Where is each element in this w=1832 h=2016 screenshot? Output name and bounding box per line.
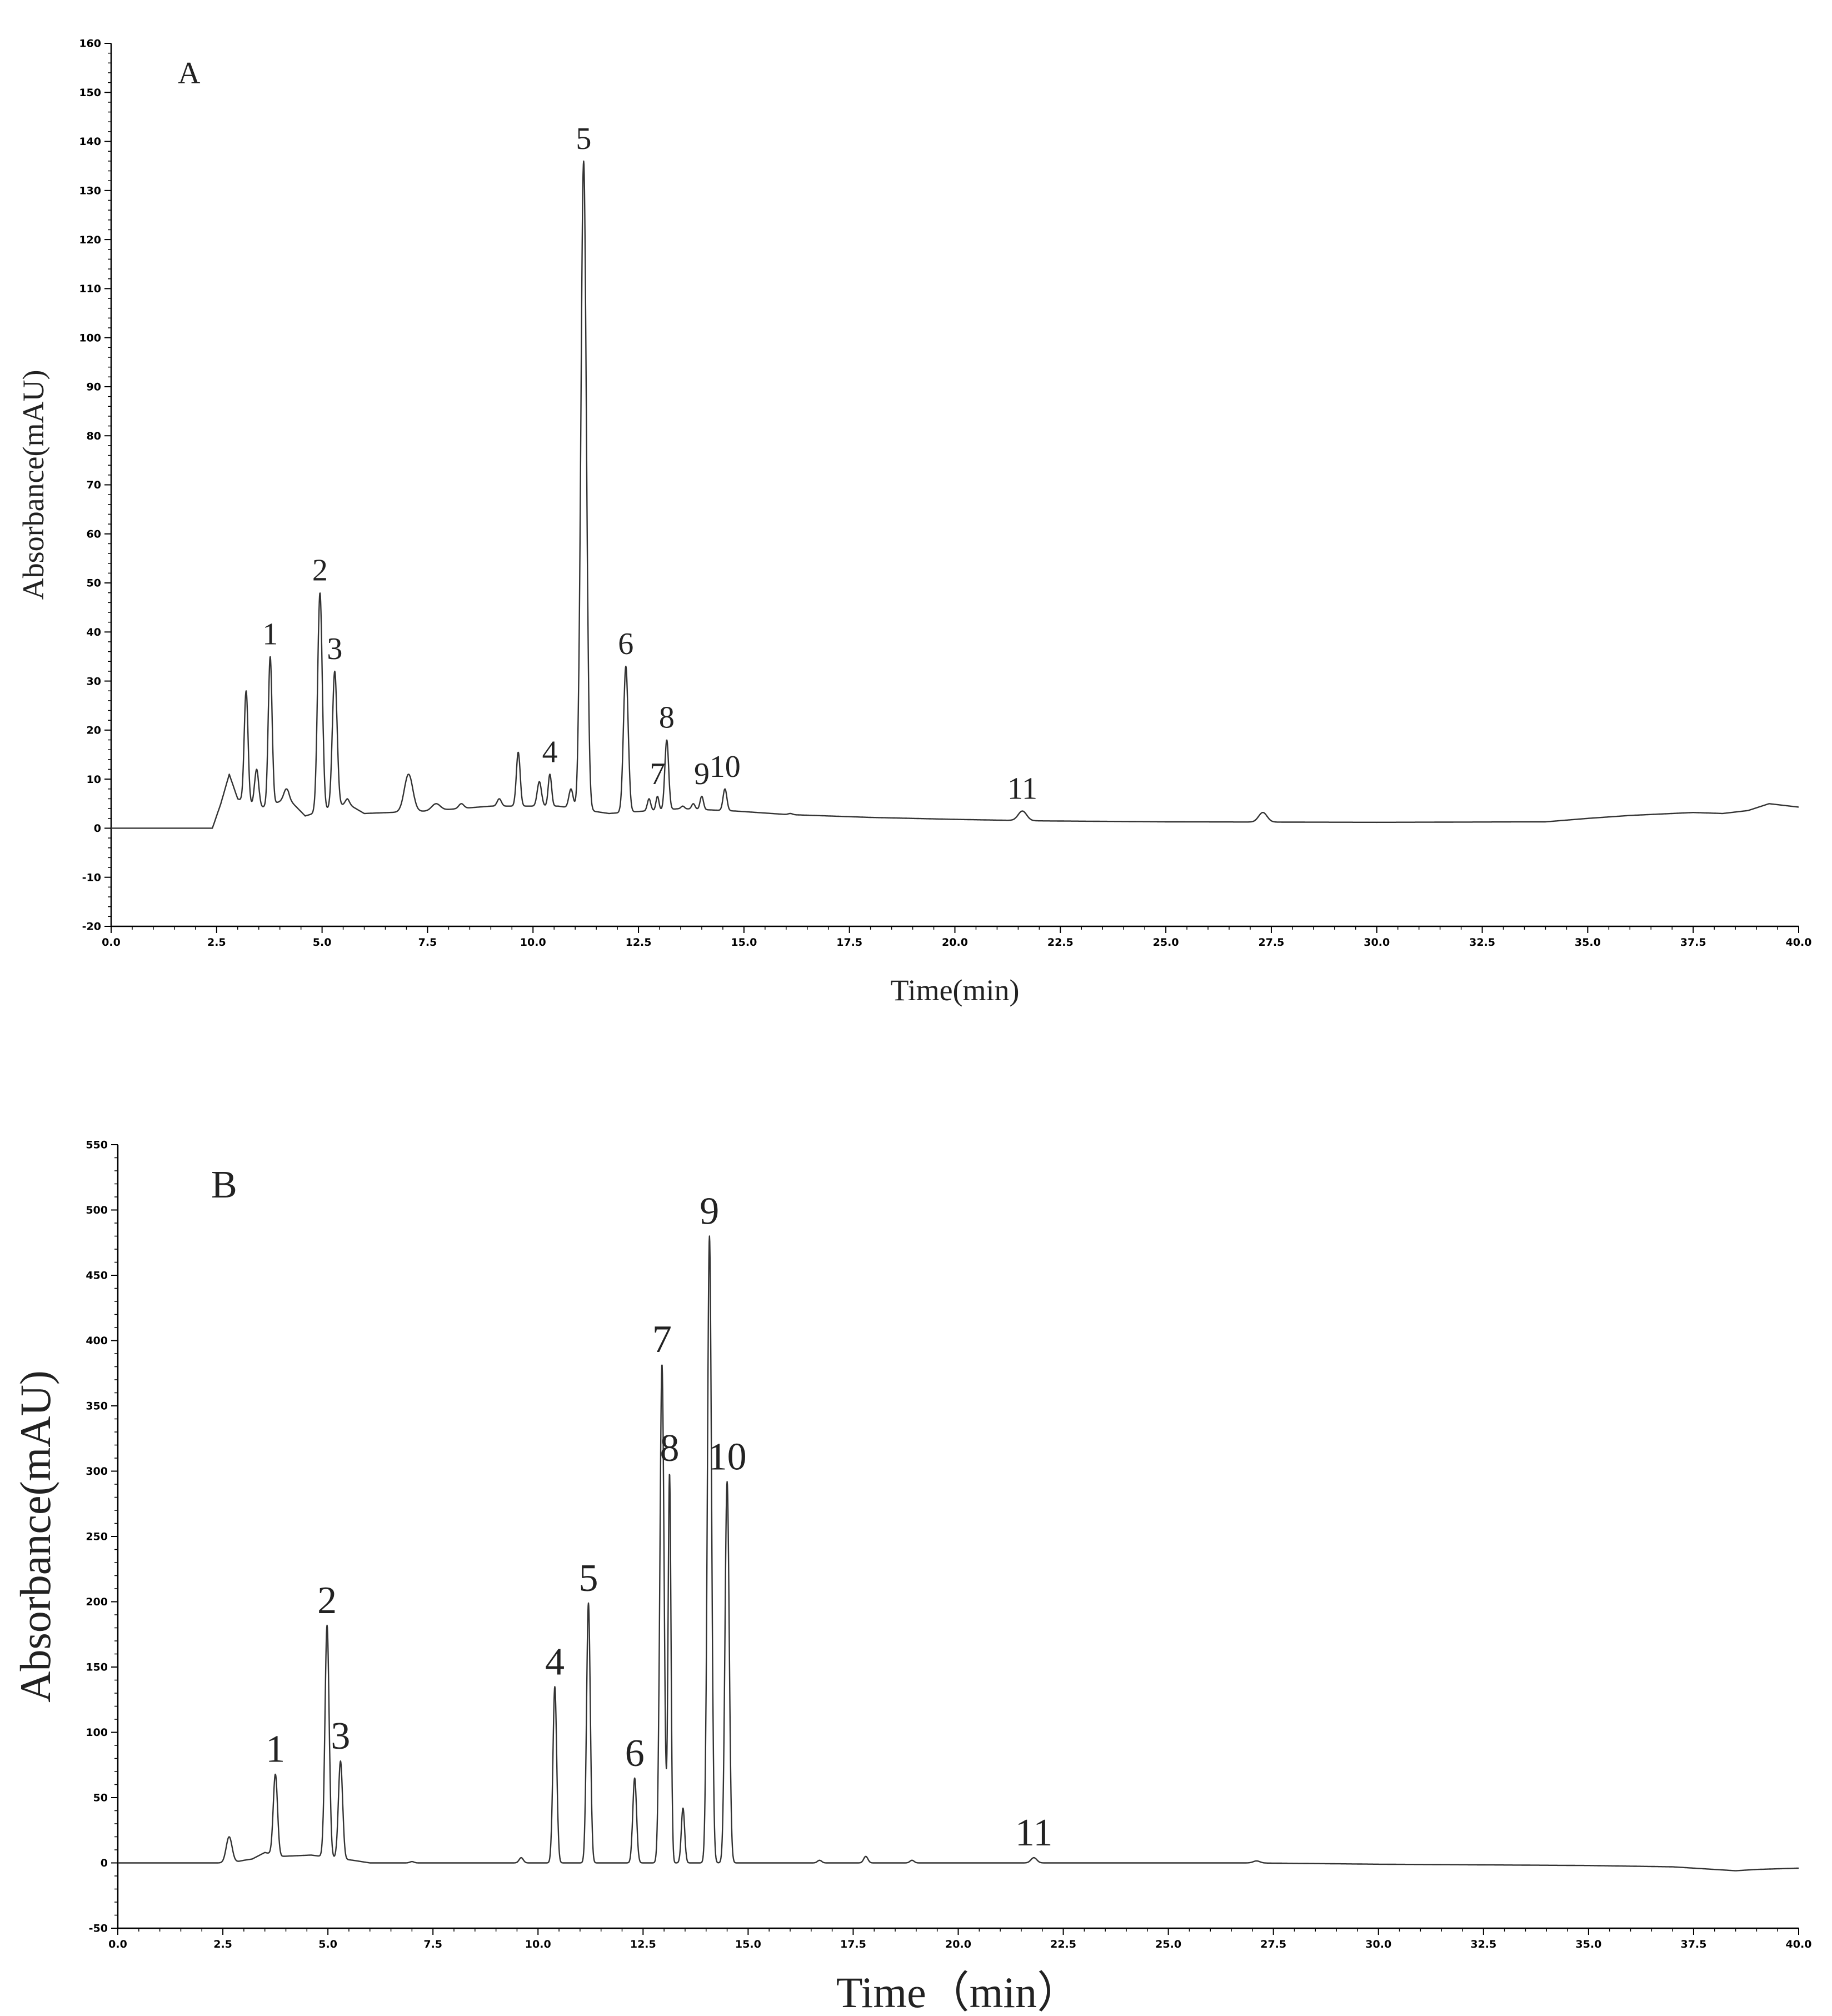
x-tick-label: 0.0 [102,936,121,949]
y-tick-label: 160 [79,38,101,50]
y-tick-label: 450 [86,1270,108,1282]
panel-b-chromatogram: -50 0 50 100 150 200 250 300 350 400 450 500 550 0.0 2… [11,1139,1811,2016]
y-tick-label: 100 [79,332,101,344]
x-tick-label: 12.5 [626,936,652,949]
peak-label: 8 [659,701,675,735]
y-tick-label: 20 [87,725,101,737]
x-tick-label: 27.5 [1260,1938,1286,1950]
x-tick-label: 0.0 [108,1938,127,1950]
x-tick-label: 2.5 [207,936,226,949]
y-tick-label: 90 [87,381,101,393]
y-tick-label: 500 [86,1204,108,1216]
y-tick-label: -50 [89,1923,108,1935]
peak-label: 10 [708,1435,747,1478]
peak-label: 4 [545,1640,565,1683]
x-axis-title: Time(min) [890,974,1019,1007]
x-tick-label: 25.0 [1155,1938,1181,1950]
y-tick-label: 40 [87,626,101,638]
x-tick-label: 22.5 [1047,936,1074,949]
peak-label: 9 [694,757,710,791]
y-tick-label: 0 [94,822,101,835]
peak-label: 3 [327,632,342,666]
chromatogram-trace [111,160,1799,829]
panel-label: B [211,1164,237,1206]
y-tick-label: 130 [79,184,101,197]
peak-label: 4 [542,735,558,769]
y-tick-label: 50 [93,1792,108,1804]
x-tick-label: 15.0 [731,936,757,949]
y-tick-label: 100 [86,1726,108,1739]
y-tick-label: -20 [82,921,101,933]
peak-label: 1 [266,1728,285,1771]
x-tick-label: 30.0 [1365,1938,1391,1950]
x-tick-label: 20.0 [942,936,968,949]
peak-label: 5 [576,122,591,156]
x-tick-label: 5.0 [318,1938,337,1950]
y-tick-label: 140 [79,136,101,148]
x-tick-label: 32.5 [1469,936,1495,949]
y-tick-label: 50 [87,577,101,590]
y-tick-label: 110 [79,283,101,295]
x-tick-label: 35.0 [1575,1938,1601,1950]
y-tick-label: 150 [79,87,101,99]
y-tick-label: 10 [87,774,101,786]
panel-label: A [178,56,201,91]
peak-label: 6 [618,627,633,661]
x-tick-label: 37.5 [1680,936,1706,949]
y-tick-label: 350 [86,1400,108,1413]
x-tick-label: 40.0 [1786,936,1812,949]
y-tick-label: 0 [101,1857,108,1869]
peak-label: 11 [1007,772,1037,806]
x-tick-label: 40.0 [1786,1938,1812,1950]
y-tick-label: -10 [82,871,101,884]
x-tick-label: 12.5 [630,1938,656,1950]
peak-label: 7 [652,1318,672,1361]
x-axis-title: Time（min） [836,1968,1080,2016]
peak-label: 3 [331,1715,350,1758]
peak-label: 11 [1015,1812,1052,1854]
x-tick-label: 7.5 [418,936,437,949]
peak-label: 8 [660,1427,679,1470]
y-axis-title: Absorbance(mAU) [11,1370,59,1703]
peak-label: 1 [262,617,278,651]
x-tick-label: 22.5 [1050,1938,1076,1950]
panel-a-chromatogram: -20-100102030405060708090100110120130140… [17,38,1811,1007]
x-tick-label: 20.0 [945,1938,971,1950]
y-tick-label: 70 [87,479,101,491]
y-axis-title: Absorbance(mAU) [17,370,50,600]
x-tick-label: 35.0 [1575,936,1601,949]
y-tick-label: 60 [87,528,101,540]
x-tick-label: 17.5 [836,936,862,949]
x-tick-label: 5.0 [313,936,332,949]
x-tick-label: 7.5 [423,1938,442,1950]
peak-label: 2 [312,553,328,588]
y-tick-label: 30 [87,675,101,687]
x-tick-label: 10.0 [520,936,546,949]
y-tick-label: 300 [86,1465,108,1478]
y-tick-label: 400 [86,1335,108,1347]
y-tick-label: 200 [86,1596,108,1608]
x-tick-label: 25.0 [1153,936,1179,949]
peak-label: 7 [650,757,665,791]
y-tick-label: 250 [86,1531,108,1543]
chromatogram-trace [117,1235,1799,1872]
x-tick-label: 30.0 [1364,936,1390,949]
x-tick-label: 15.0 [735,1938,761,1950]
x-tick-label: 32.5 [1470,1938,1496,1950]
peak-label: 2 [317,1579,337,1622]
peak-label: 5 [579,1557,598,1600]
x-tick-label: 17.5 [840,1938,866,1950]
peak-label: 10 [710,750,741,784]
peak-label: 9 [700,1190,719,1233]
y-tick-label: 550 [86,1139,108,1151]
x-tick-label: 10.0 [525,1938,551,1950]
x-tick-label: 37.5 [1680,1938,1706,1950]
x-tick-label: 27.5 [1258,936,1284,949]
x-tick-label: 2.5 [213,1938,232,1950]
peak-label: 6 [625,1732,645,1775]
y-tick-label: 120 [79,234,101,246]
y-tick-label: 150 [86,1661,108,1674]
y-tick-label: 80 [87,430,101,442]
